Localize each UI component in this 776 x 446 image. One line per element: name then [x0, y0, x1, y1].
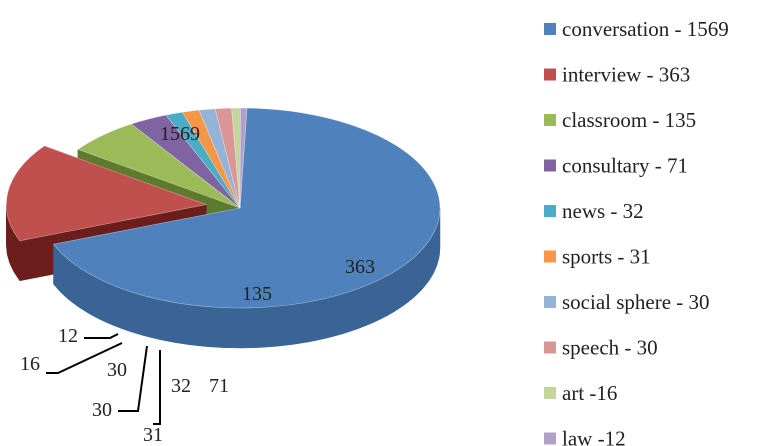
legend-entry-interview: interview - 363 — [562, 63, 690, 87]
data-label-news: 32 — [171, 375, 191, 397]
data-label-law: 12 — [58, 325, 78, 347]
legend-entry-law: law -12 — [562, 427, 626, 446]
data-label-consultary: 71 — [209, 375, 229, 397]
data-label-social-sphere: 30 — [92, 399, 112, 421]
data-label-art: 16 — [20, 353, 40, 375]
legend-entry-sports: sports - 31 — [562, 245, 651, 269]
legend-swatch-classroom — [544, 114, 556, 126]
data-label-conversation: 1569 — [160, 123, 200, 145]
pie-slice-interview — [6, 145, 208, 242]
legend-entry-conversation: conversation - 1569 — [562, 17, 729, 41]
legend-entry-classroom: classroom - 135 — [562, 108, 696, 132]
legend-entry-art: art -16 — [562, 381, 617, 405]
pie-slice-law — [239, 107, 248, 209]
pie-top-faces — [6, 107, 441, 309]
data-label-interview: 363 — [345, 256, 375, 278]
data-label-leader-social-sphere — [118, 345, 148, 412]
pie-slice-conversation — [53, 107, 441, 309]
legend-entry-social-sphere: social sphere - 30 — [562, 290, 710, 314]
data-label-leader-sports — [153, 350, 161, 425]
data-label-sports: 31 — [143, 424, 163, 446]
legend-swatch-conversation — [544, 23, 556, 35]
legend-swatch-sports — [544, 250, 556, 263]
data-label-leader-law — [84, 333, 119, 339]
data-label-leader-art — [46, 342, 123, 374]
legend-swatch-law — [544, 432, 556, 445]
data-label-classroom: 135 — [242, 283, 272, 305]
legend-swatch-news — [544, 205, 556, 217]
chart-legend: conversation - 1569 interview - 363 classr… — [544, 17, 729, 446]
legend-entry-news: news - 32 — [562, 199, 644, 223]
legend-swatch-art — [544, 387, 556, 399]
legend-swatch-social-sphere — [544, 296, 556, 308]
data-label-speech: 30 — [107, 359, 127, 381]
pie-data-labels: 1569 363 135 71 32 31 30 30 16 12 — [20, 123, 375, 446]
legend-swatch-consultary — [544, 159, 556, 172]
legend-swatch-interview — [544, 68, 556, 81]
legend-entry-speech: speech - 30 — [562, 336, 658, 360]
legend-entry-consultary: consultary - 71 — [562, 154, 688, 178]
legend-swatch-speech — [544, 341, 556, 354]
